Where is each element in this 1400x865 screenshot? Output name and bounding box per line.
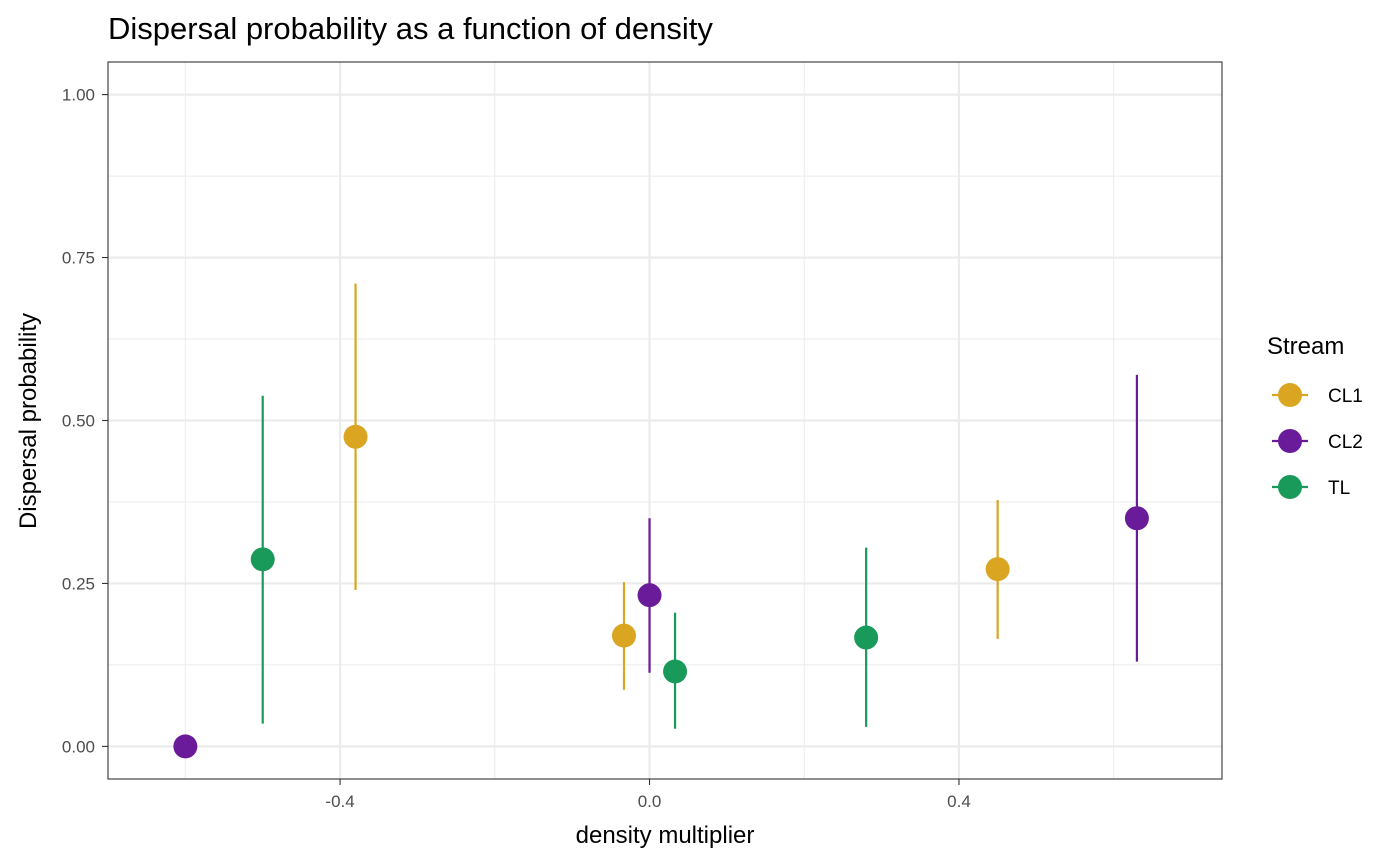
x-axis-title: density multiplier	[576, 822, 755, 849]
data-point-tl	[854, 625, 879, 650]
legend: Stream CL1 CL2 TL	[1267, 333, 1363, 499]
legend-key-cl1	[1278, 383, 1302, 407]
x-tick-label: -0.4	[325, 792, 354, 811]
legend-key-cl2	[1278, 429, 1302, 453]
legend-label-tl: TL	[1328, 478, 1350, 499]
y-tick-label: 0.75	[62, 249, 95, 268]
legend-item-tl: TL	[1272, 475, 1350, 499]
chart-title: Dispersal probability as a function of d…	[108, 11, 713, 46]
plot-panel	[107, 61, 1223, 780]
data-point-cl1	[343, 424, 368, 449]
data-point-tl	[663, 659, 688, 684]
legend-item-cl2: CL2	[1272, 429, 1363, 453]
y-axis: 0.00 0.25 0.50 0.75 1.00	[62, 86, 108, 756]
data-point-tl	[250, 547, 275, 572]
legend-item-cl1: CL1	[1272, 383, 1363, 407]
data-point-cl2	[637, 583, 662, 608]
x-tick-label: 0.0	[638, 792, 662, 811]
y-tick-label: 0.50	[62, 412, 95, 431]
data-points	[173, 424, 1149, 759]
legend-key-tl	[1278, 475, 1302, 499]
y-axis-title: Dispersal probability	[15, 313, 42, 529]
y-tick-label: 0.25	[62, 574, 95, 593]
legend-label-cl2: CL2	[1328, 432, 1363, 453]
data-point-cl1	[611, 623, 636, 648]
x-axis: -0.4 0.0 0.4	[325, 779, 971, 811]
y-tick-label: 0.00	[62, 737, 95, 756]
data-point-cl2	[1124, 506, 1149, 531]
data-point-cl2	[173, 734, 198, 759]
legend-title: Stream	[1267, 333, 1344, 360]
x-tick-label: 0.4	[947, 792, 971, 811]
data-point-cl1	[985, 557, 1010, 582]
legend-label-cl1: CL1	[1328, 386, 1363, 407]
y-tick-label: 1.00	[62, 86, 95, 105]
